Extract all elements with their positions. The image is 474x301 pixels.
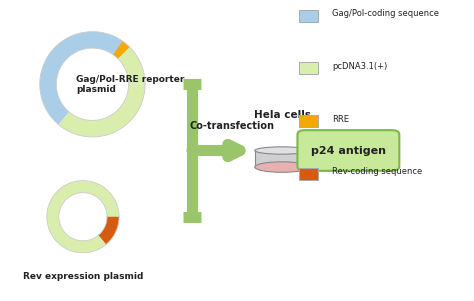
Polygon shape — [47, 181, 119, 253]
Polygon shape — [40, 32, 126, 125]
Bar — [299, 10, 318, 22]
Bar — [299, 115, 318, 127]
Polygon shape — [113, 41, 130, 59]
Text: Hela cells: Hela cells — [254, 110, 310, 120]
Text: pcDNA3.1(+): pcDNA3.1(+) — [332, 62, 387, 71]
Ellipse shape — [255, 147, 309, 154]
Bar — [299, 168, 318, 180]
Polygon shape — [59, 84, 145, 137]
Text: Gag/Pol-RRE reporter
plasmid: Gag/Pol-RRE reporter plasmid — [76, 75, 184, 94]
Text: p24 antigen: p24 antigen — [311, 145, 386, 156]
Text: Gag/Pol-coding sequence: Gag/Pol-coding sequence — [332, 9, 439, 18]
Text: Co-transfection: Co-transfection — [190, 121, 275, 131]
Bar — [299, 62, 318, 74]
Text: Rev-coding sequence: Rev-coding sequence — [332, 167, 422, 176]
Polygon shape — [99, 217, 119, 244]
FancyBboxPatch shape — [298, 130, 399, 171]
Ellipse shape — [255, 162, 309, 172]
Text: Rev expression plasmid: Rev expression plasmid — [23, 272, 143, 281]
Polygon shape — [118, 47, 145, 84]
Text: RRE: RRE — [332, 115, 349, 123]
Bar — [255, 150, 309, 167]
